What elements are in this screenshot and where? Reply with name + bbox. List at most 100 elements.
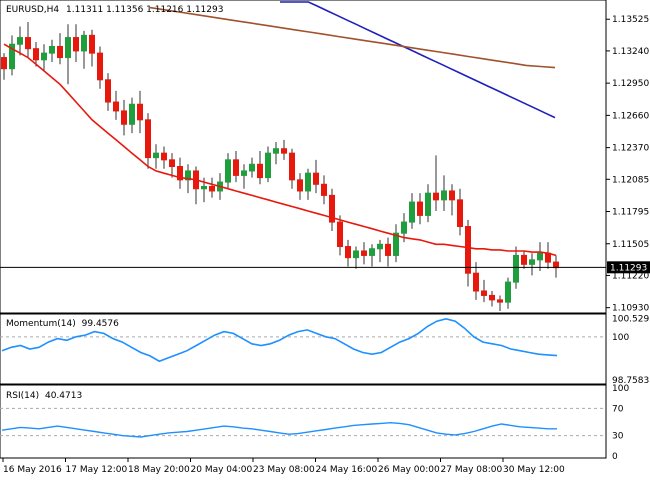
bearish-candle xyxy=(337,221,343,248)
time-tick-label: 27 May 08:00 xyxy=(441,465,503,475)
time-tick-label: 26 May 00:00 xyxy=(378,465,440,475)
price-tick-label: 1.10930 xyxy=(612,304,649,314)
rsi-tick-label: 70 xyxy=(612,404,624,414)
bearish-candle xyxy=(321,183,327,196)
bearish-candle xyxy=(137,103,143,121)
bullish-candle xyxy=(409,201,415,223)
bullish-candle xyxy=(201,186,207,190)
bearish-candle xyxy=(345,246,351,259)
bullish-candle xyxy=(9,43,15,70)
chart-header: EURUSD,H4 1.11311 1.11356 1.11216 1.1129… xyxy=(6,5,223,15)
bearish-candle xyxy=(449,190,455,201)
bullish-candle xyxy=(49,45,55,54)
bearish-candle xyxy=(177,166,183,181)
rsi-label: RSI(14) 40.4713 xyxy=(6,391,82,401)
price-tick-label: 1.11220 xyxy=(612,271,649,281)
bearish-candle xyxy=(521,254,527,265)
price-tick-label: 1.13240 xyxy=(612,47,649,57)
bearish-candle xyxy=(433,192,439,201)
price-tick-label: 1.13525 xyxy=(612,15,649,25)
main-price-pane xyxy=(0,0,607,314)
bearish-candle xyxy=(385,243,391,256)
bearish-candle xyxy=(121,110,127,125)
time-tick-label: 20 May 04:00 xyxy=(191,465,253,475)
bearish-candle xyxy=(105,79,111,103)
bearish-candle xyxy=(489,294,495,301)
time-tick-label: 16 May 2016 xyxy=(3,465,62,475)
momentum-label: Momentum(14) 99.4576 xyxy=(6,319,119,329)
rsi-pane xyxy=(0,384,607,459)
bearish-candle xyxy=(25,37,31,50)
bearish-candle xyxy=(89,34,95,54)
price-tick-label: 1.12950 xyxy=(612,79,649,89)
bearish-candle xyxy=(113,101,119,112)
bearish-candle xyxy=(73,37,79,52)
current-price-label: 1.11293 xyxy=(610,263,647,273)
bullish-candle xyxy=(401,221,407,234)
momentum-plot xyxy=(0,317,606,363)
time-tick-label: 17 May 12:00 xyxy=(66,465,128,475)
bullish-candle xyxy=(353,250,359,259)
bullish-candle xyxy=(241,170,247,176)
bullish-candle xyxy=(393,232,399,256)
bearish-candle xyxy=(1,57,7,70)
rsi-line xyxy=(1,421,557,438)
bullish-candle xyxy=(529,259,535,265)
bearish-candle xyxy=(97,52,103,81)
momentum-tick-label: 100 xyxy=(612,333,629,343)
momentum-indicator-value: 99.4576 xyxy=(82,319,119,329)
rsi-tick-label: 0 xyxy=(612,452,618,462)
bullish-candle xyxy=(225,159,231,183)
rsi-plot xyxy=(0,407,606,438)
momentum-line xyxy=(1,317,558,363)
moving-average-line xyxy=(149,6,556,69)
momentum-indicator-name: Momentum(14) xyxy=(6,319,76,329)
bearish-candle xyxy=(33,48,39,61)
bullish-candle xyxy=(369,248,375,256)
momentum-tick-label: 98.7583 xyxy=(612,376,649,386)
bullish-candle xyxy=(65,37,71,59)
time-tick-label: 24 May 16:00 xyxy=(316,465,378,475)
rsi-tick-label: 30 xyxy=(612,432,624,442)
bearish-candle xyxy=(361,250,367,256)
bearish-candle xyxy=(57,45,63,59)
ohlc-text: 1.11311 1.11356 1.11216 1.11293 xyxy=(66,5,223,15)
bullish-candle xyxy=(153,152,159,159)
moving-average-line xyxy=(3,43,557,257)
price-tick-label: 1.12370 xyxy=(612,144,649,154)
price-axis: 1.11293 1.13525 1.13240 1.12950 1.12660 1.123… xyxy=(606,15,650,462)
bearish-candle xyxy=(257,163,263,179)
bearish-candle xyxy=(465,226,471,274)
bullish-candle xyxy=(537,252,543,261)
bearish-candle xyxy=(313,172,319,185)
bearish-candle xyxy=(161,152,167,161)
bearish-candle xyxy=(329,194,335,223)
bearish-candle xyxy=(169,159,175,168)
bullish-candle xyxy=(249,163,255,172)
bullish-candle xyxy=(81,34,87,52)
bullish-candle xyxy=(41,52,47,61)
bearish-candle xyxy=(233,159,239,176)
bearish-candle xyxy=(473,272,479,292)
bearish-candle xyxy=(145,119,151,159)
bearish-candle xyxy=(553,261,559,269)
rsi-indicator-name: RSI(14) xyxy=(6,391,39,401)
bearish-candle xyxy=(417,201,423,216)
bearish-candle xyxy=(281,148,287,154)
symbol-label: EURUSD,H4 xyxy=(6,5,59,15)
bearish-candle xyxy=(497,299,503,303)
moving-average-line xyxy=(280,1,556,119)
bullish-candle xyxy=(265,152,271,179)
price-tick-label: 1.12660 xyxy=(612,111,649,121)
time-tick-label: 18 May 20:00 xyxy=(128,465,190,475)
bullish-candle xyxy=(305,172,311,192)
bearish-candle xyxy=(457,199,463,228)
momentum-tick-label: 100.5293 xyxy=(612,314,650,324)
bullish-candle xyxy=(273,148,279,154)
bullish-candle xyxy=(513,254,519,283)
bullish-candle xyxy=(505,281,511,303)
bullish-candle xyxy=(377,243,383,250)
price-tick-label: 1.11505 xyxy=(612,240,649,250)
bullish-candle xyxy=(129,103,135,125)
